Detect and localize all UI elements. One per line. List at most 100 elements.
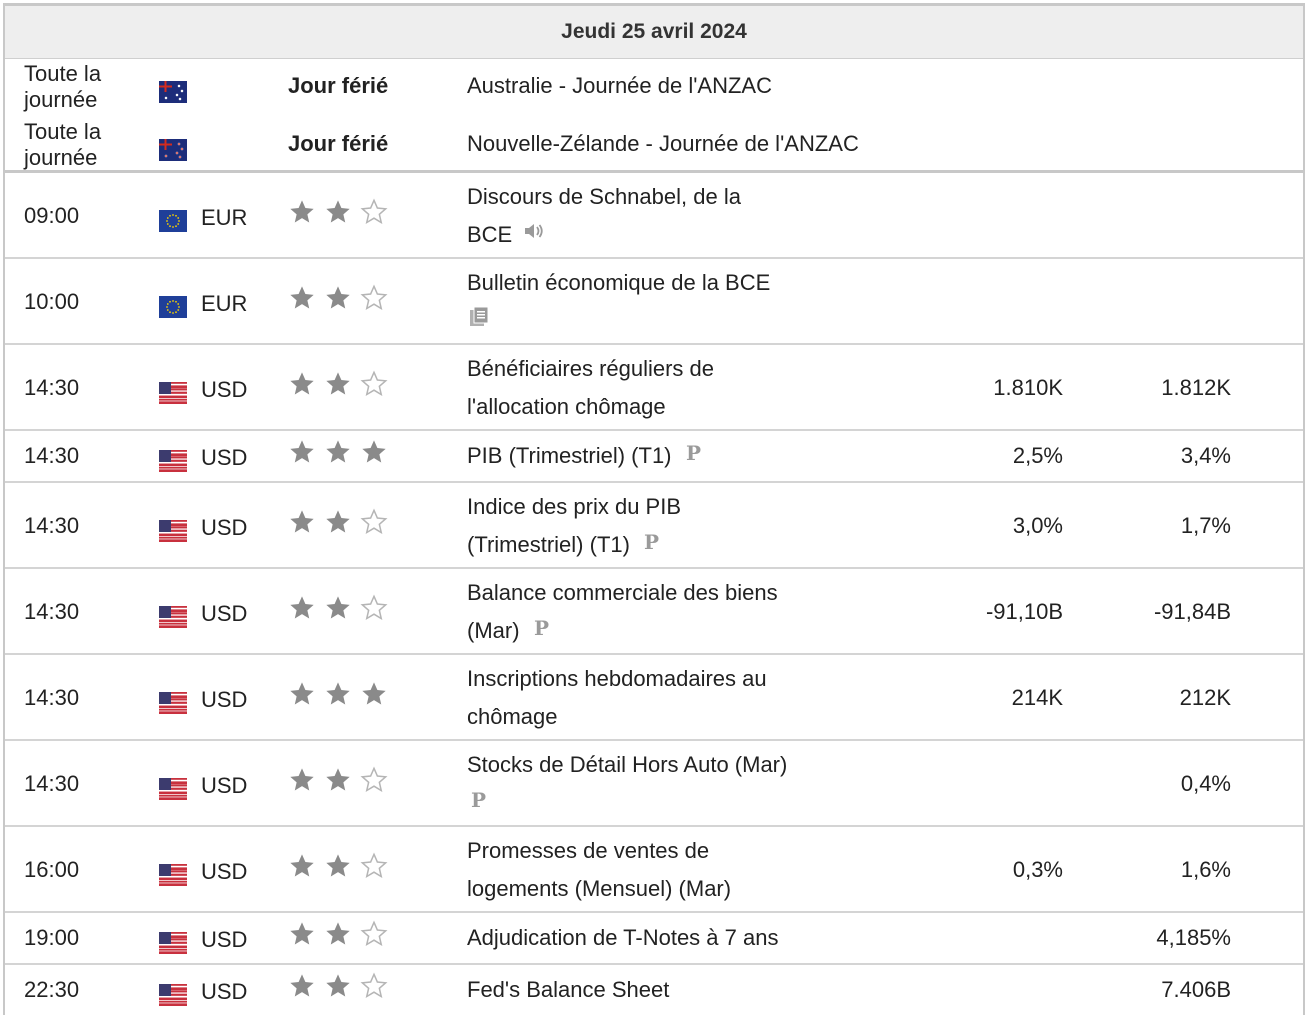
- previous-value: 7.406B: [1161, 977, 1231, 1002]
- star-filled-icon: [288, 680, 316, 720]
- star-filled-icon: [324, 438, 352, 478]
- event-title[interactable]: Indice des prix du PIB (Trimestriel) (T1)…: [467, 488, 847, 565]
- currency-code: USD: [201, 377, 248, 402]
- event-title[interactable]: Discours de Schnabel, de la BCE: [467, 178, 847, 255]
- svg-text:P: P: [644, 530, 659, 553]
- forecast-value: 2,5%: [1012, 443, 1063, 468]
- star-filled-icon: [324, 284, 352, 324]
- event-title-line: Stocks de Détail Hors Auto (Mar): [467, 752, 788, 777]
- previous-value: -91,84B: [1153, 599, 1231, 624]
- new-zealand-flag: [159, 135, 187, 161]
- previous-value: 3,4%: [1180, 443, 1231, 468]
- event-title[interactable]: Promesses de ventes de logements (Mensuel…: [467, 832, 847, 908]
- event-row[interactable]: 22:30 USD Fed's Balance Sheet 7.406B: [5, 965, 1303, 1015]
- document-icon: [467, 303, 491, 341]
- event-row[interactable]: 14:30 USD Balance commerciale des biens (Ma…: [5, 569, 1303, 655]
- event-title-line: P: [467, 784, 847, 823]
- us-flag: [159, 516, 187, 551]
- time-cell: 14:30: [24, 685, 80, 710]
- event-title-line: PIB (Trimestriel) (T1) P: [467, 437, 847, 476]
- star-filled-icon: [360, 680, 388, 720]
- event-title-line: Discours de Schnabel, de la: [467, 184, 741, 209]
- event-title-line: BCE: [467, 216, 847, 255]
- time-cell: 14:30: [24, 513, 80, 538]
- currency-code: USD: [201, 859, 248, 884]
- star-filled-icon: [324, 370, 352, 410]
- time-line: journée: [24, 145, 98, 170]
- event-row[interactable]: 14:30 USD Inscriptions hebdomadaires au chô…: [5, 655, 1303, 741]
- us-flag: [159, 860, 187, 895]
- importance-stars: [288, 439, 388, 477]
- us-flag: [159, 980, 187, 1015]
- event-row[interactable]: 09:00 EUR Discours de Schnabel, de la BCE: [5, 173, 1303, 259]
- event-title[interactable]: Inscriptions hebdomadaires au chômage: [467, 660, 847, 736]
- time-line: Toute la: [24, 119, 102, 144]
- event-row[interactable]: 14:30 USD Indice des prix du PIB (Trimestri…: [5, 483, 1303, 569]
- event-title[interactable]: Stocks de Détail Hors Auto (Mar) P: [467, 746, 847, 823]
- event-title-line: Inscriptions hebdomadaires au: [467, 666, 767, 691]
- event-title-line: Bulletin économique de la BCE: [467, 270, 771, 295]
- svg-text:P: P: [534, 616, 549, 639]
- event-title[interactable]: Bulletin économique de la BCE: [467, 264, 847, 341]
- event-row[interactable]: 10:00 EUR Bulletin économique de la BCE: [5, 259, 1303, 345]
- event-title-line: l'allocation chômage: [467, 394, 666, 419]
- event-row[interactable]: 19:00 USD Adjudication de T-Notes à 7 ans 4…: [5, 913, 1303, 965]
- economic-calendar: Jeudi 25 avril 2024 Toute la journée Jour …: [3, 3, 1305, 1015]
- speaker-icon: [522, 217, 546, 255]
- event-row[interactable]: 16:00 USD Promesses de ventes de logements …: [5, 827, 1303, 913]
- event-title-line: [467, 302, 847, 341]
- importance-stars: [288, 594, 388, 634]
- event-title-line: Indice des prix du PIB: [467, 494, 682, 519]
- star-empty-icon: [360, 594, 388, 634]
- event-title-line: Bénéficiaires réguliers de: [467, 356, 715, 381]
- time-line: Toute la: [24, 61, 102, 86]
- holiday-label: Jour férié: [288, 73, 389, 98]
- event-row[interactable]: 14:30 USD Stocks de Détail Hors Auto (Mar)…: [5, 741, 1303, 827]
- currency-code: USD: [201, 687, 248, 712]
- event-title[interactable]: Balance commerciale des biens (Mar) P: [467, 574, 847, 651]
- star-filled-icon: [288, 438, 316, 478]
- previous-value: 0,4%: [1180, 771, 1231, 796]
- currency-code: EUR: [201, 291, 248, 316]
- us-flag: [159, 774, 187, 809]
- star-filled-icon: [324, 972, 352, 1012]
- star-empty-icon: [360, 508, 388, 548]
- event-title-line: (Mar) P: [467, 612, 847, 651]
- preliminary-icon: P: [530, 613, 554, 651]
- previous-value: 1,7%: [1180, 513, 1231, 538]
- previous-value: 212K: [1179, 685, 1231, 710]
- time-cell: 10:00: [24, 289, 80, 314]
- star-empty-icon: [360, 284, 388, 324]
- currency-code: USD: [201, 515, 248, 540]
- time-cell: 14:30: [24, 771, 80, 796]
- importance-stars: [288, 681, 388, 719]
- time-cell: 14:30: [24, 443, 80, 468]
- section-divider: [5, 170, 1303, 173]
- star-empty-icon: [360, 766, 388, 806]
- star-empty-icon: [360, 852, 388, 892]
- event-title[interactable]: Fed's Balance Sheet: [467, 971, 847, 1009]
- event-title[interactable]: PIB (Trimestriel) (T1) P: [467, 437, 847, 476]
- forecast-value: 214K: [1011, 685, 1063, 710]
- forecast-value: 1.810K: [993, 375, 1063, 400]
- currency-code: USD: [201, 927, 248, 952]
- star-filled-icon: [288, 972, 316, 1012]
- importance-stars: [288, 284, 388, 324]
- star-empty-icon: [360, 370, 388, 410]
- svg-text:P: P: [471, 788, 486, 811]
- event-title[interactable]: Adjudication de T-Notes à 7 ans: [467, 919, 847, 957]
- holiday-label: Jour férié: [288, 131, 389, 156]
- event-title-line: logements (Mensuel) (Mar): [467, 876, 732, 901]
- previous-value: 1.812K: [1161, 375, 1231, 400]
- event-title[interactable]: Nouvelle-Zélande - Journée de l'ANZAC: [467, 131, 859, 156]
- event-row[interactable]: 14:30 USD Bénéficiaires réguliers de l'allo…: [5, 345, 1303, 431]
- time-cell: Toute la journée: [24, 61, 101, 113]
- eu-flag: [159, 206, 187, 232]
- importance-stars: [288, 370, 388, 410]
- importance-stars: [288, 972, 388, 1012]
- event-title[interactable]: Bénéficiaires réguliers de l'allocation c…: [467, 350, 847, 426]
- star-filled-icon: [288, 370, 316, 410]
- day-title: Jeudi 25 avril 2024: [561, 20, 747, 43]
- event-row[interactable]: 14:30 USD PIB (Trimestriel) (T1) P 2,5% 3,4%: [5, 431, 1303, 483]
- event-title[interactable]: Australie - Journée de l'ANZAC: [467, 73, 772, 98]
